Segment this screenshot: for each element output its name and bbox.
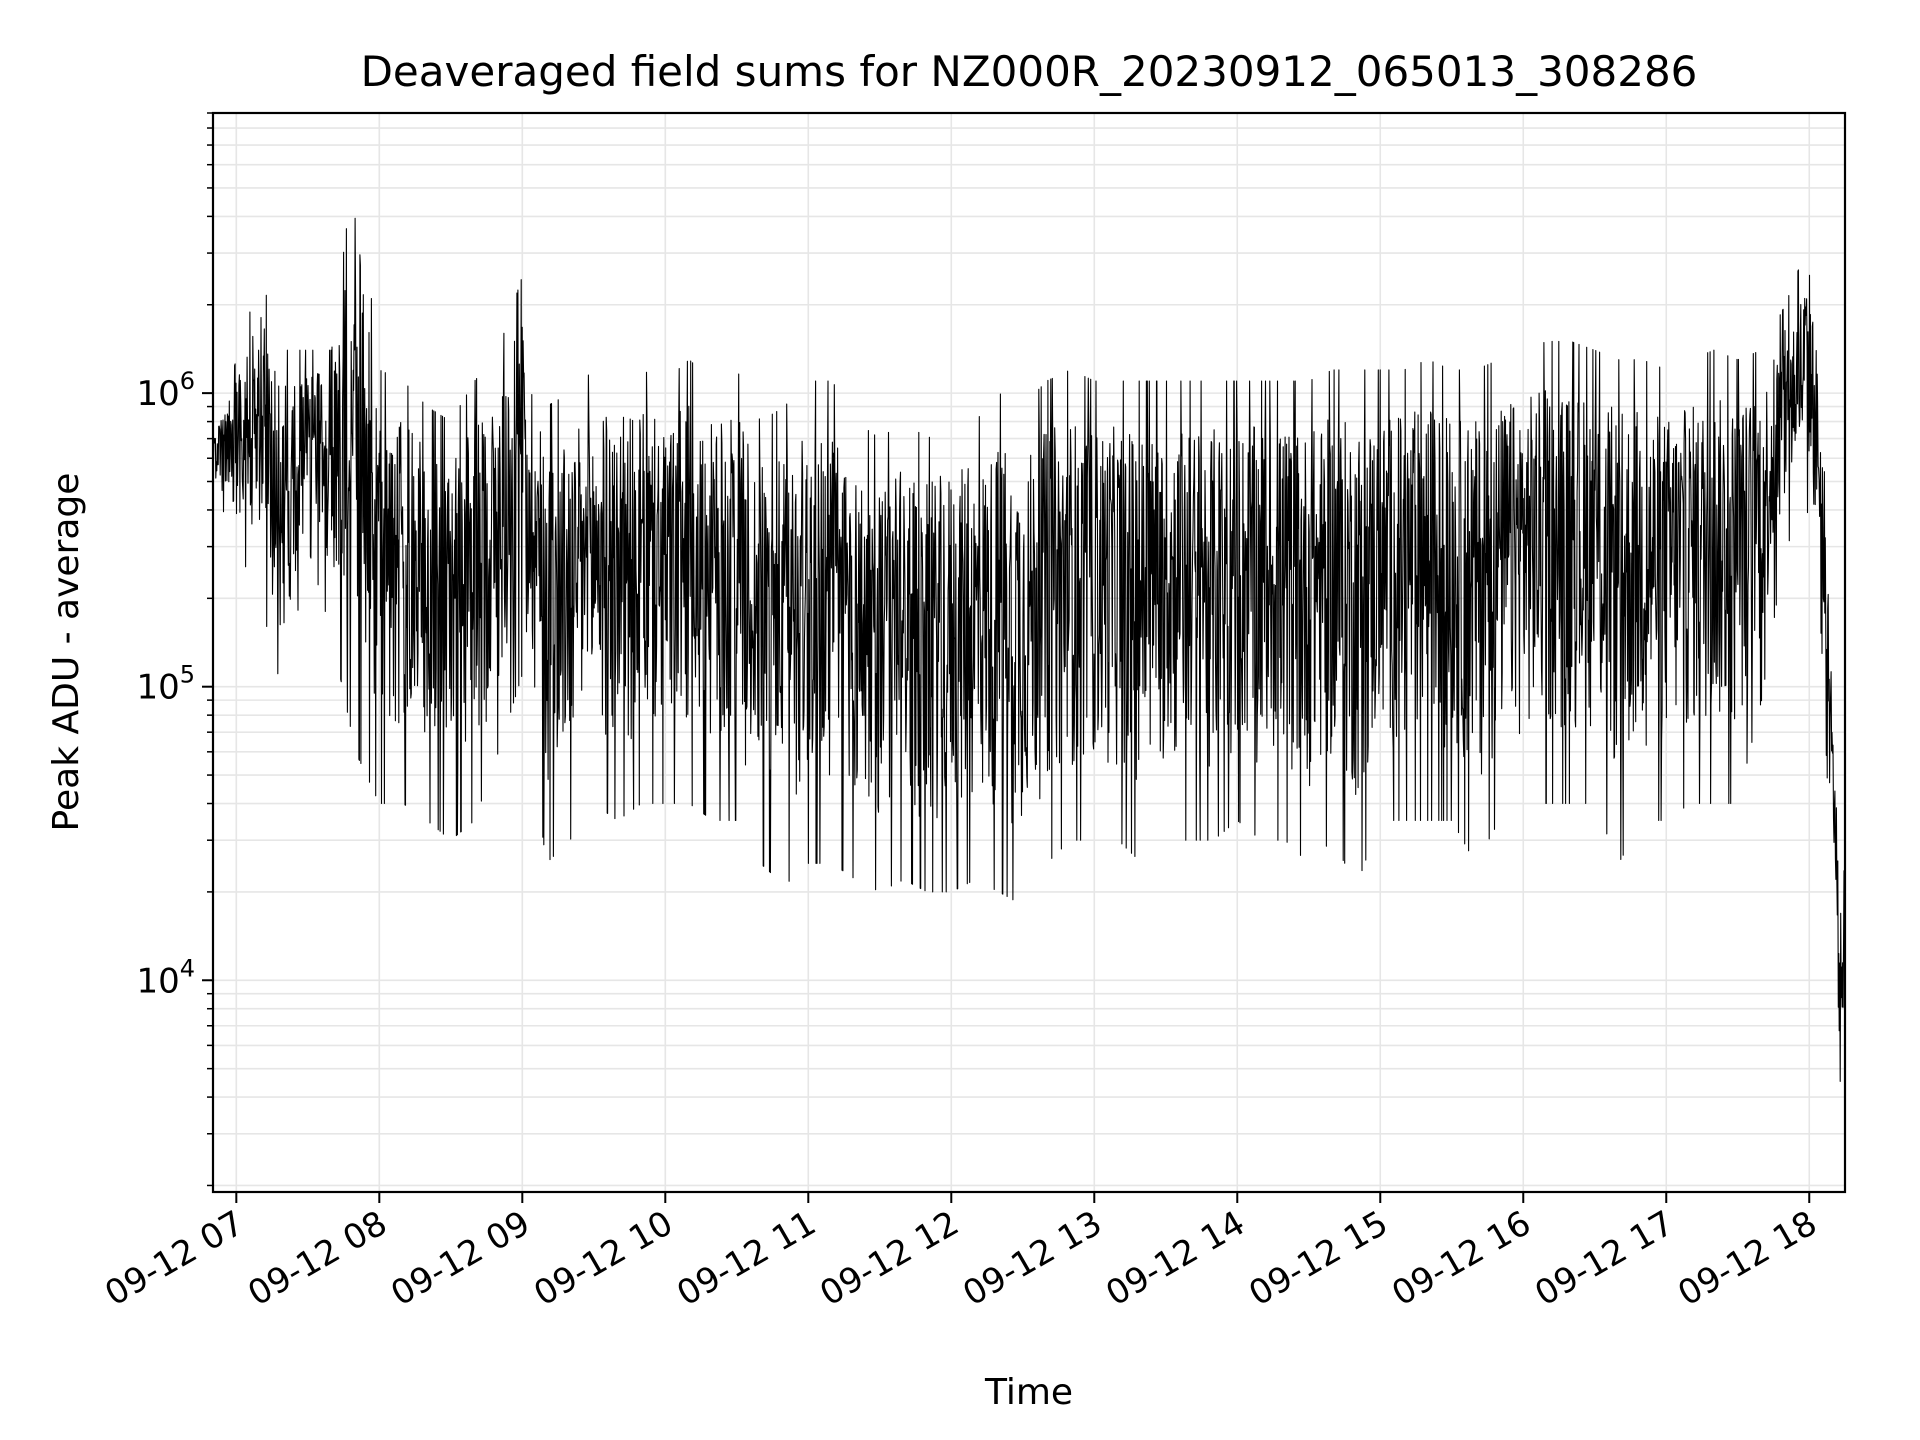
y-axis-label: Peak ADU - average — [46, 473, 87, 832]
plot-frame — [211, 111, 1847, 1194]
chart-title: Deaveraged field sums for NZ000R_2023091… — [361, 47, 1698, 96]
y-tick-label: 105 — [136, 661, 195, 708]
y-tick-label: 104 — [136, 954, 195, 1001]
y-axis: 104 105 106 — [136, 112, 213, 1187]
y-tick-label: 106 — [136, 367, 195, 414]
series-line — [211, 217, 1846, 1082]
x-axis-label: Time — [984, 1372, 1073, 1413]
series-path — [211, 217, 1846, 1082]
